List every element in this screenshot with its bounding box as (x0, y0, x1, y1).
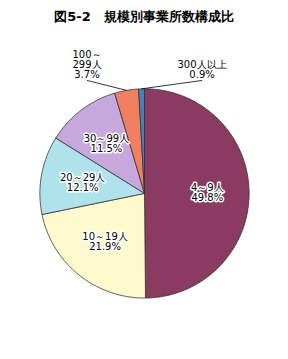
svg-text:30～99人11.5%: 30～99人11.5% (84, 133, 129, 154)
html-text:図5-2 規模別事業所数構成比: 図5-2 規模別事業所数構成比 (54, 9, 234, 24)
svg-text:100～299人3.7%: 100～299人3.7% (72, 49, 101, 80)
svg-text:20～29人12.1%: 20～29人12.1% (60, 172, 105, 193)
svg-text:300人以上0.9%: 300人以上0.9% (177, 59, 226, 80)
svg-text:10～19人21.9%: 10～19人21.9% (82, 231, 127, 252)
svg-text:4～9人49.8%: 4～9人49.8% (191, 182, 224, 203)
